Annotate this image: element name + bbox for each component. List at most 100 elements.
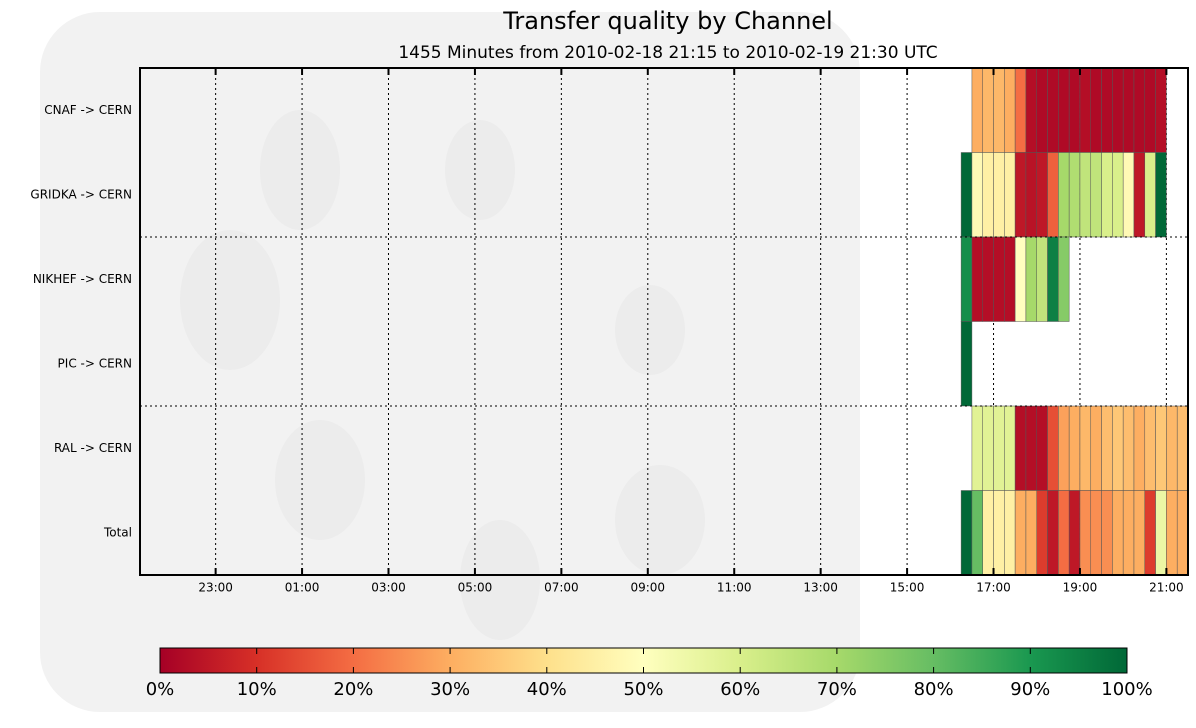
heat-cell	[1026, 406, 1037, 491]
x-tick-label: 23:00	[198, 581, 233, 595]
heat-cell	[1058, 237, 1069, 322]
heat-cell	[1112, 153, 1123, 238]
heat-cell	[1015, 153, 1026, 238]
heat-cell	[961, 153, 972, 238]
heat-cell	[1026, 68, 1037, 153]
heat-cell	[1091, 68, 1102, 153]
heat-cell	[1123, 491, 1134, 576]
x-tick-label: 15:00	[890, 581, 925, 595]
heat-cell	[1004, 406, 1015, 491]
colorbar-tick-label: 20%	[333, 679, 373, 700]
heat-cell	[972, 491, 983, 576]
colorbar-tick-label: 50%	[623, 679, 663, 700]
heat-cell	[1145, 491, 1156, 576]
heat-cell	[1134, 68, 1145, 153]
heat-cell	[1112, 406, 1123, 491]
heat-cell	[1037, 68, 1048, 153]
heat-cell	[961, 237, 972, 322]
heat-cell	[1166, 406, 1177, 491]
x-tick-label: 01:00	[285, 581, 320, 595]
heat-cell	[994, 406, 1005, 491]
heat-cell	[1004, 68, 1015, 153]
heat-cell	[1166, 491, 1177, 576]
heat-cell	[983, 237, 994, 322]
heat-cell	[1048, 491, 1059, 576]
heat-cell	[994, 153, 1005, 238]
heat-cell	[1015, 491, 1026, 576]
heat-cell	[1080, 491, 1091, 576]
heat-cell	[972, 237, 983, 322]
heat-cell	[1026, 153, 1037, 238]
heat-cell	[1048, 406, 1059, 491]
heat-cell	[1145, 406, 1156, 491]
heat-cell	[1058, 68, 1069, 153]
heat-cell	[1069, 491, 1080, 576]
colorbar-tick-label: 10%	[237, 679, 277, 700]
heat-cell	[1058, 491, 1069, 576]
heat-cell	[1145, 153, 1156, 238]
y-tick-label: CNAF -> CERN	[44, 103, 132, 117]
colorbar-tick-label: 0%	[146, 679, 175, 700]
heat-cell	[1156, 153, 1167, 238]
heat-cell	[1026, 237, 1037, 322]
heat-cell	[1069, 406, 1080, 491]
heat-cell	[972, 68, 983, 153]
heat-cell	[1156, 491, 1167, 576]
heat-cell	[1015, 68, 1026, 153]
x-tick-label: 07:00	[544, 581, 579, 595]
heat-cell	[1102, 406, 1113, 491]
heat-cell	[1037, 153, 1048, 238]
x-tick-label: 03:00	[371, 581, 406, 595]
chart-title: Transfer quality by Channel	[502, 7, 832, 35]
heat-cell	[983, 491, 994, 576]
heat-cell	[1177, 491, 1188, 576]
x-tick-label: 13:00	[803, 581, 838, 595]
heat-cell	[1004, 153, 1015, 238]
heat-cell	[1048, 237, 1059, 322]
heat-cell	[1123, 406, 1134, 491]
y-tick-label: PIC -> CERN	[58, 356, 132, 370]
heat-cell	[972, 406, 983, 491]
heat-cell	[1145, 68, 1156, 153]
x-tick-label: 09:00	[630, 581, 665, 595]
heat-cell	[972, 153, 983, 238]
heat-cell	[961, 491, 972, 576]
chart-subtitle: 1455 Minutes from 2010-02-18 21:15 to 20…	[398, 43, 937, 63]
heat-cell	[1026, 491, 1037, 576]
heat-cell	[1091, 491, 1102, 576]
heat-cell	[994, 237, 1005, 322]
heat-cell	[1134, 491, 1145, 576]
y-tick-label: NIKHEF -> CERN	[33, 272, 132, 286]
chart: Transfer quality by Channel 1455 Minutes…	[0, 0, 1196, 724]
heat-cell	[983, 68, 994, 153]
heat-cell	[1102, 153, 1113, 238]
x-tick-label: 17:00	[976, 581, 1011, 595]
heat-cell	[1177, 406, 1188, 491]
x-tick-label: 21:00	[1149, 581, 1184, 595]
heat-cell	[1102, 68, 1113, 153]
heat-cell	[1156, 68, 1167, 153]
heat-cell	[1004, 237, 1015, 322]
heat-cell	[1134, 406, 1145, 491]
heat-cell	[1037, 491, 1048, 576]
colorbar-tick-label: 90%	[1010, 679, 1050, 700]
watermark	[40, 12, 860, 712]
x-tick-label: 19:00	[1063, 581, 1098, 595]
x-tick-label: 05:00	[458, 581, 493, 595]
colorbar-tick-label: 60%	[720, 679, 760, 700]
colorbar-tick-label: 40%	[527, 679, 567, 700]
heat-cell	[1080, 68, 1091, 153]
y-tick-label: Total	[103, 525, 132, 539]
heat-cell	[961, 322, 972, 407]
heat-cell	[1015, 406, 1026, 491]
heat-cell	[1037, 237, 1048, 322]
heat-cell	[983, 406, 994, 491]
heat-cell	[994, 491, 1005, 576]
heat-cell	[1123, 68, 1134, 153]
heat-cell	[1058, 153, 1069, 238]
heat-cell	[1123, 153, 1134, 238]
heat-cell	[1048, 153, 1059, 238]
heat-cell	[994, 68, 1005, 153]
heat-cell	[1004, 491, 1015, 576]
heat-cell	[1156, 406, 1167, 491]
